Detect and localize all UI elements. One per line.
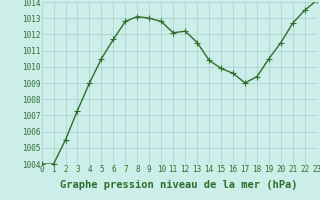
X-axis label: Graphe pression niveau de la mer (hPa): Graphe pression niveau de la mer (hPa) (60, 180, 298, 190)
